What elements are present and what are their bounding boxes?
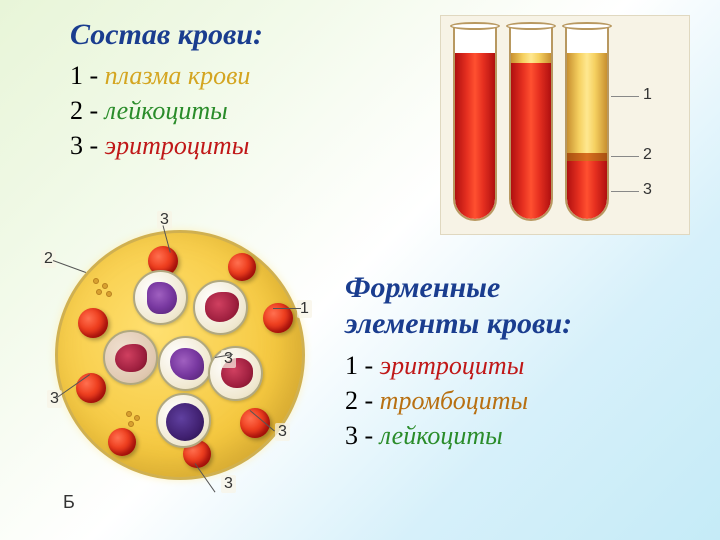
- tube-label-2: 2: [643, 146, 652, 164]
- elements-item-1: 1 - эритроциты: [345, 348, 572, 383]
- micro-label: 2: [41, 250, 56, 268]
- test-tube-2: [509, 26, 553, 221]
- figure-letter: Б: [63, 492, 75, 513]
- micro-label: 3: [157, 211, 172, 229]
- elements-title: Форменныеэлементы крови:: [345, 270, 572, 342]
- section-elements: Форменныеэлементы крови: 1 - эритроциты …: [345, 270, 572, 453]
- micro-label: 3: [47, 390, 62, 408]
- micro-label: 1: [297, 300, 312, 318]
- petri-dish: [55, 230, 305, 480]
- elements-item-2: 2 - тромбоциты: [345, 383, 572, 418]
- composition-item-1: 1 - плазма крови: [70, 58, 263, 93]
- micro-label: 3: [221, 475, 236, 493]
- test-tube-1: [453, 26, 497, 221]
- composition-title: Состав крови:: [70, 18, 263, 52]
- micro-label: 3: [221, 350, 236, 368]
- test-tube-3: [565, 26, 609, 221]
- tube-label-1: 1: [643, 86, 652, 104]
- composition-item-3: 3 - эритроциты: [70, 128, 263, 163]
- test-tubes-figure: 1 2 3: [440, 15, 690, 235]
- microscope-figure: 1 2 3 3 3 3 3 Б: [35, 205, 325, 525]
- slide-root: Состав крови: 1 - плазма крови 2 - лейко…: [0, 0, 720, 540]
- elements-item-3: 3 - лейкоциты: [345, 418, 572, 453]
- composition-item-2: 2 - лейкоциты: [70, 93, 263, 128]
- micro-label: 3: [275, 423, 290, 441]
- section-composition: Состав крови: 1 - плазма крови 2 - лейко…: [70, 18, 263, 163]
- tube-label-3: 3: [643, 181, 652, 199]
